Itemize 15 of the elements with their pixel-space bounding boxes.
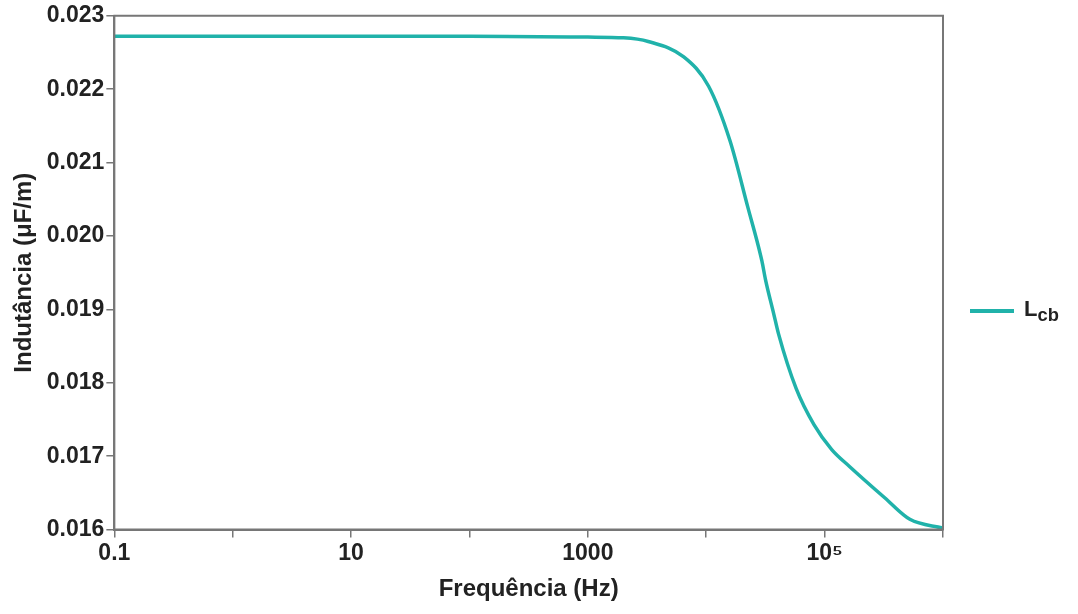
x-tick-label: 10 [338,538,364,565]
x-tick-label: 0.1 [98,538,131,565]
y-tick-label: 0.020 [46,221,105,248]
x-tick-label: 10⁵ [806,538,843,565]
y-tick-label: 0.019 [46,294,105,321]
legend-label: L$_{cb}$ [1024,296,1059,327]
y-tick-label: 0.017 [46,441,105,468]
x-axis-title: Frequência (Hz) [438,574,619,602]
y-tick-label: 0.016 [46,514,105,541]
y-tick-label: 0.018 [46,368,105,395]
x-tick-label: 1000 [562,538,614,565]
y-tick-label: 0.023 [46,1,105,28]
y-tick-label: 0.021 [46,147,105,174]
y-tick-label: 0.022 [46,74,105,101]
y-axis-title: Indutância (μF/m) [9,172,37,373]
